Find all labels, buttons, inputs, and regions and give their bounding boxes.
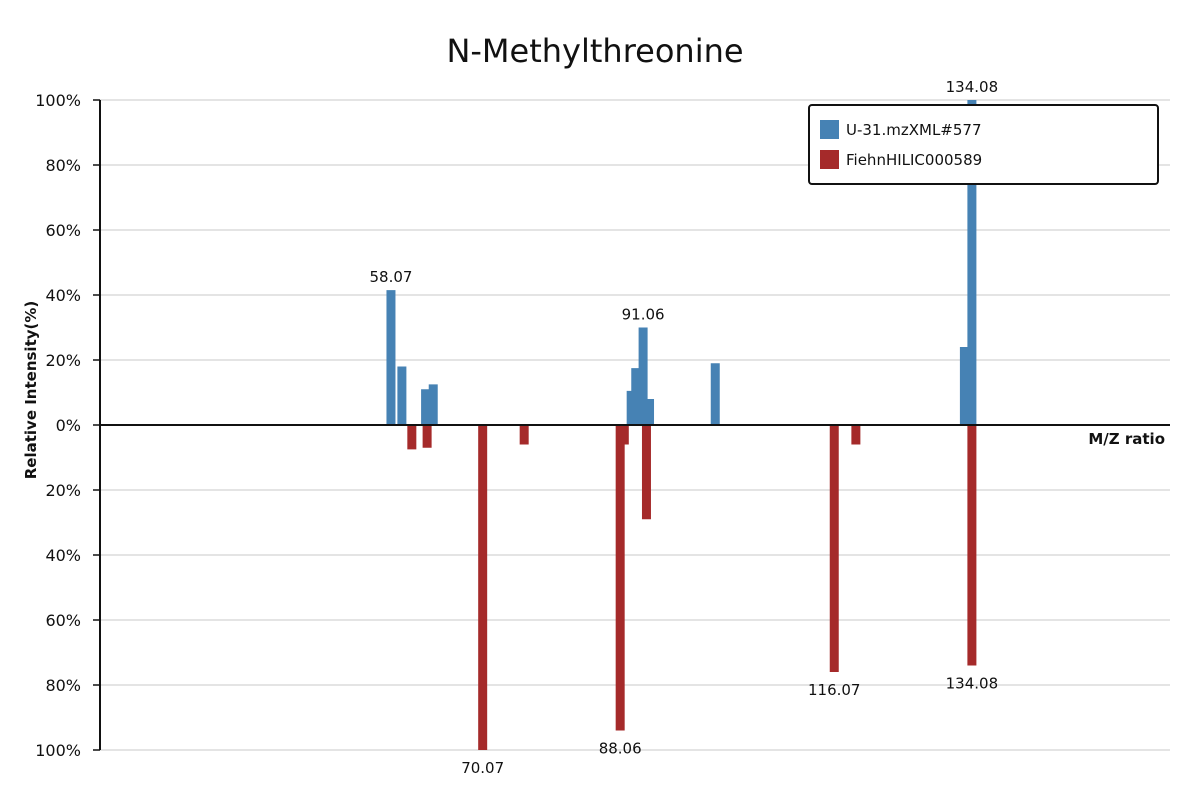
x-axis-title: M/Z ratio: [1088, 430, 1165, 448]
peak-label: 58.07: [369, 268, 412, 286]
y-tick-label: 60%: [45, 611, 81, 630]
reference-peak-bar: [478, 425, 488, 750]
y-tick-label: 60%: [45, 221, 81, 240]
peak-label: 88.06: [599, 740, 642, 758]
sample-peak-bar: [421, 389, 431, 425]
sample-peak-bar: [626, 390, 636, 425]
peak-labels: 58.07 91.06 134.08 70.07 88.06 116.07 134.08: [369, 78, 998, 777]
reference-peak-bar: [967, 425, 977, 666]
sample-peak-bar: [397, 366, 407, 425]
sample-peak-bar: [710, 363, 720, 425]
y-tick-label: 80%: [45, 676, 81, 695]
sample-peak-bar: [967, 100, 977, 425]
sample-peak-bar: [959, 347, 969, 425]
y-ticks: 100% 80% 60% 40% 20% 0% 20% 40% 60% 80% 100%: [35, 91, 100, 760]
peak-label: 70.07: [461, 759, 504, 777]
sample-peak-bar: [428, 384, 438, 425]
legend-label: FiehnHILIC000589: [846, 151, 982, 169]
reference-peak-bar: [851, 425, 861, 445]
sample-peak-bar: [638, 327, 648, 425]
y-tick-label: 40%: [45, 546, 81, 565]
y-tick-label: 100%: [35, 91, 81, 110]
y-tick-label: 40%: [45, 286, 81, 305]
peak-label: 91.06: [622, 306, 665, 324]
legend: U-31.mzXML#577 FiehnHILIC000589: [808, 104, 1159, 185]
legend-label: U-31.mzXML#577: [846, 121, 982, 139]
y-tick-label: 0%: [56, 416, 81, 435]
reference-peak-bar: [619, 425, 629, 445]
reference-peak-bar: [519, 425, 529, 445]
legend-swatch: [820, 120, 839, 139]
sample-peak-bar: [631, 368, 641, 425]
reference-peak-bar: [615, 425, 625, 731]
legend-swatch: [820, 150, 839, 169]
peak-label: 116.07: [808, 681, 861, 699]
reference-peak-bar: [641, 425, 651, 520]
reference-peak-bar: [829, 425, 839, 672]
bars: [386, 100, 977, 750]
y-tick-label: 80%: [45, 156, 81, 175]
reference-peak-bar: [422, 425, 432, 448]
chart-title: N-Methylthreonine: [446, 32, 743, 70]
y-tick-label: 20%: [45, 481, 81, 500]
legend-box: [808, 104, 1159, 185]
axes: [99, 100, 1170, 750]
sample-peak-bar: [386, 290, 396, 425]
sample-peak-bar: [645, 399, 655, 425]
peak-label: 134.08: [946, 675, 999, 693]
peak-label: 134.08: [946, 78, 999, 96]
y-tick-label: 100%: [35, 741, 81, 760]
y-axis-title: Relative Intensity(%): [22, 301, 40, 480]
y-tick-label: 20%: [45, 351, 81, 370]
reference-peak-bar: [407, 425, 417, 450]
